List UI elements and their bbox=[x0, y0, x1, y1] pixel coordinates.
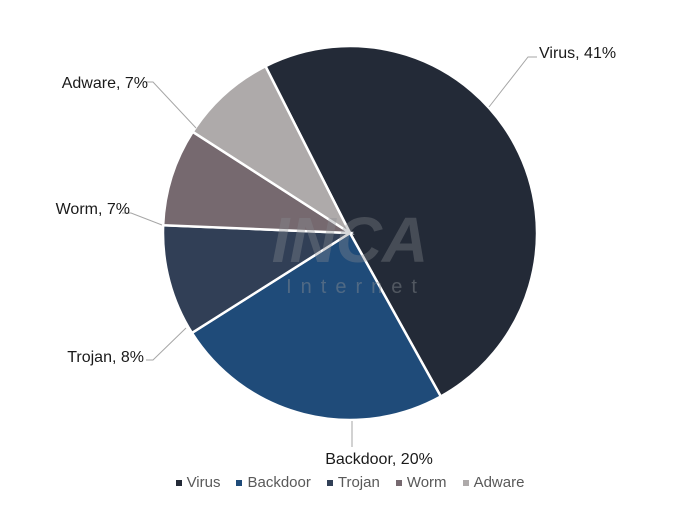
legend-item-trojan: Trojan bbox=[326, 474, 380, 491]
leader-line-virus bbox=[488, 56, 537, 108]
pie-slice-virus bbox=[263, 44, 539, 399]
watermark-logo: INCA bbox=[272, 204, 428, 276]
legend-label-backdoor: Backdoor bbox=[247, 474, 311, 491]
legend-item-adware: Adware bbox=[462, 474, 525, 491]
legend: Virus Backdoor Trojan Worm Adware bbox=[0, 474, 700, 491]
leader-line-trojan bbox=[146, 327, 187, 361]
watermark-subtitle: Internet bbox=[286, 276, 426, 298]
inca-watermark: INCA Internet bbox=[272, 204, 428, 298]
legend-swatch-worm bbox=[395, 479, 402, 486]
legend-label-adware: Adware bbox=[473, 474, 525, 491]
data-label-worm: Worm, 7% bbox=[56, 201, 130, 218]
leader-line-adware bbox=[145, 81, 197, 129]
legend-label-trojan: Trojan bbox=[337, 474, 380, 491]
legend-label-virus: Virus bbox=[186, 474, 221, 491]
leader-lines bbox=[122, 56, 537, 447]
legend-item-worm: Worm bbox=[395, 474, 447, 491]
legend-swatch-backdoor bbox=[236, 479, 243, 486]
data-label-adware: Adware, 7% bbox=[62, 75, 148, 92]
legend-item-virus: Virus bbox=[175, 474, 221, 491]
pie-slice-backdoor bbox=[190, 231, 443, 422]
data-label-virus: Virus, 41% bbox=[539, 45, 616, 62]
legend-label-worm: Worm bbox=[406, 474, 447, 491]
data-label-backdoor: Backdoor, 20% bbox=[325, 451, 433, 468]
pie-slice-trojan bbox=[161, 223, 355, 335]
leader-line-worm bbox=[122, 212, 163, 226]
legend-item-backdoor: Backdoor bbox=[236, 474, 311, 491]
legend-swatch-trojan bbox=[326, 479, 333, 486]
pie-slice-worm bbox=[161, 130, 355, 235]
pie-slice-adware bbox=[191, 64, 354, 237]
pie-slices bbox=[161, 44, 539, 422]
legend-swatch-adware bbox=[462, 479, 469, 486]
data-label-trojan: Trojan, 8% bbox=[67, 349, 144, 366]
legend-swatch-virus bbox=[175, 479, 182, 486]
data-labels: Virus, 41% Backdoor, 20% Trojan, 8% Worm, 7… bbox=[56, 45, 616, 468]
